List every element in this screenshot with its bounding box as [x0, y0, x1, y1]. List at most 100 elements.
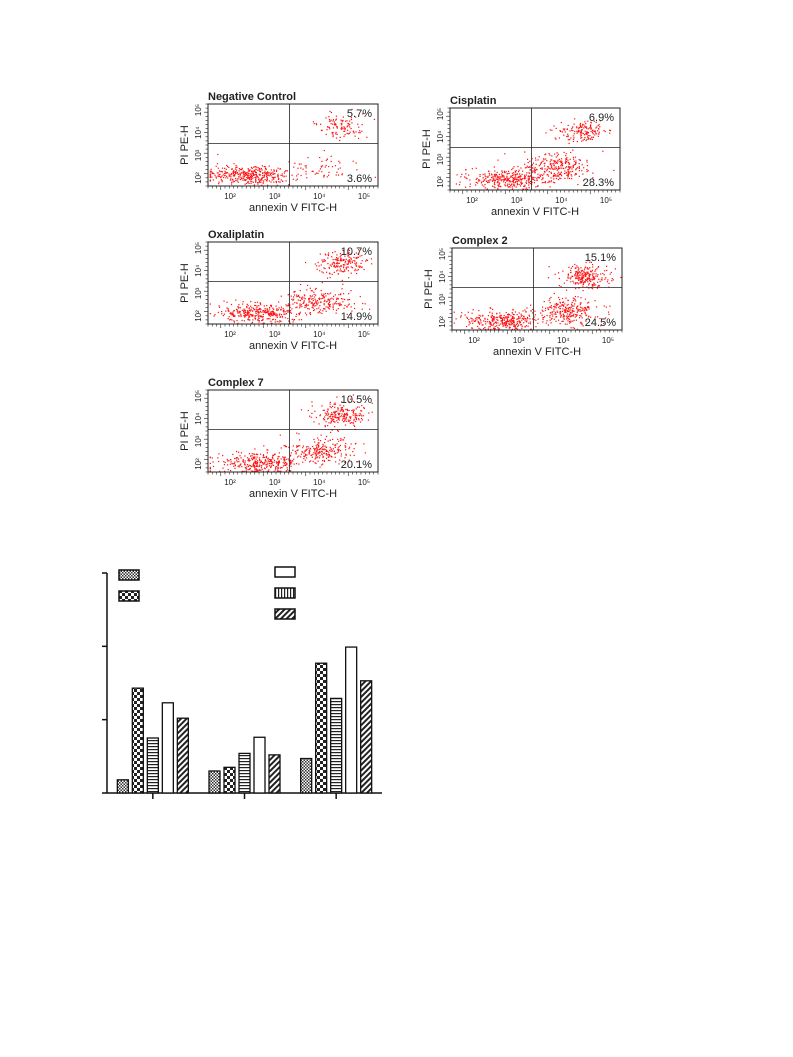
- scatter-point: [347, 255, 350, 257]
- scatter-point: [261, 165, 263, 167]
- scatter-point: [331, 133, 333, 135]
- scatter-point: [264, 459, 267, 461]
- scatter-point: [491, 314, 493, 316]
- scatter-point: [323, 409, 325, 411]
- scatter-point: [296, 294, 298, 296]
- scatter-point: [328, 451, 330, 453]
- scatter-point: [270, 459, 272, 461]
- scatter-point: [344, 270, 346, 272]
- scatter-point: [557, 171, 560, 173]
- scatter-point: [252, 463, 255, 465]
- scatter-point: [513, 321, 515, 324]
- scatter-point: [242, 179, 244, 181]
- scatter-point: [354, 416, 357, 418]
- scatter-point: [262, 172, 264, 175]
- y-tick-label: 10³: [438, 293, 447, 305]
- scatter-point: [242, 175, 244, 177]
- scatter-point: [590, 130, 592, 133]
- scatter-point: [519, 177, 521, 179]
- scatter-point: [256, 470, 259, 472]
- scatter-point: [245, 172, 247, 175]
- scatter-point: [583, 307, 585, 309]
- scatter-point: [253, 174, 255, 176]
- scatter-point: [230, 461, 232, 463]
- scatter-point: [461, 312, 463, 314]
- scatter-point: [326, 126, 329, 128]
- scatter-point: [336, 420, 338, 422]
- scatter-point: [312, 303, 314, 305]
- scatter-point: [327, 257, 329, 259]
- scatter-point: [291, 462, 293, 464]
- x-tick-label: 10⁴: [557, 336, 570, 345]
- scatter-point: [354, 425, 356, 428]
- scatter-point: [575, 300, 577, 302]
- scatter-point: [240, 315, 242, 317]
- scatter-point: [518, 312, 520, 314]
- scatter-point: [508, 324, 511, 326]
- scatter-point: [511, 184, 513, 186]
- scatter-point: [250, 309, 252, 311]
- scatter-point: [327, 459, 330, 462]
- scatter-point: [264, 179, 266, 181]
- scatter-point: [345, 418, 347, 420]
- scatter-point: [269, 462, 271, 465]
- scatter-point: [541, 161, 543, 163]
- scatter-point: [526, 166, 528, 169]
- scatter-point: [580, 133, 582, 135]
- scatter-point: [222, 174, 224, 176]
- scatter-point: [586, 273, 588, 275]
- scatter-point: [259, 174, 261, 176]
- scatter-point: [324, 412, 326, 414]
- scatter-point: [272, 458, 274, 460]
- scatter-point: [493, 322, 495, 324]
- scatter-point: [574, 173, 577, 175]
- scatter-point: [235, 299, 237, 301]
- scatter-point: [514, 328, 516, 330]
- scatter-point: [347, 270, 349, 272]
- scatter-point: [550, 181, 552, 183]
- x-axis-label: annexin V FITC-H: [249, 488, 337, 500]
- scatter-point: [571, 315, 573, 317]
- scatter-point: [532, 170, 534, 172]
- scatter-point: [559, 307, 562, 310]
- scatter-point: [348, 256, 350, 258]
- scatter-point: [570, 267, 572, 269]
- scatter-point: [244, 455, 246, 457]
- scatter-point: [264, 462, 266, 464]
- scatter-point: [227, 177, 229, 179]
- scatter-point: [254, 309, 256, 311]
- scatter-point: [253, 464, 255, 466]
- scatter-point: [583, 274, 585, 276]
- scatter-point: [242, 177, 245, 179]
- scatter-point: [363, 268, 365, 271]
- scatter-point: [238, 176, 240, 178]
- scatter-point: [471, 320, 473, 322]
- scatter-point: [341, 122, 343, 124]
- scatter-point: [572, 300, 575, 302]
- scatter-point: [602, 150, 604, 152]
- scatter-point: [302, 445, 304, 447]
- scatter-point: [324, 260, 326, 262]
- scatter-point: [512, 309, 514, 311]
- scatter-point: [266, 179, 268, 182]
- scatter-point: [560, 121, 562, 124]
- scatter-point: [270, 306, 272, 308]
- scatter-point: [336, 254, 338, 256]
- scatter-point: [277, 178, 280, 180]
- scatter-point: [568, 177, 571, 180]
- scatter-point: [333, 411, 336, 413]
- scatter-point: [218, 453, 220, 455]
- scatter-point: [307, 304, 309, 306]
- scatter-point: [592, 177, 594, 179]
- scatter-point: [293, 298, 295, 300]
- scatter-point: [268, 180, 271, 182]
- scatter-point: [283, 463, 285, 465]
- scatter-point: [560, 177, 562, 180]
- scatter-point: [357, 418, 360, 420]
- scatter-point: [334, 165, 337, 167]
- scatter-point: [578, 272, 580, 274]
- scatter-point: [342, 271, 345, 273]
- scatter-point: [275, 466, 277, 468]
- scatter-point: [507, 186, 509, 188]
- scatter-point: [263, 172, 265, 174]
